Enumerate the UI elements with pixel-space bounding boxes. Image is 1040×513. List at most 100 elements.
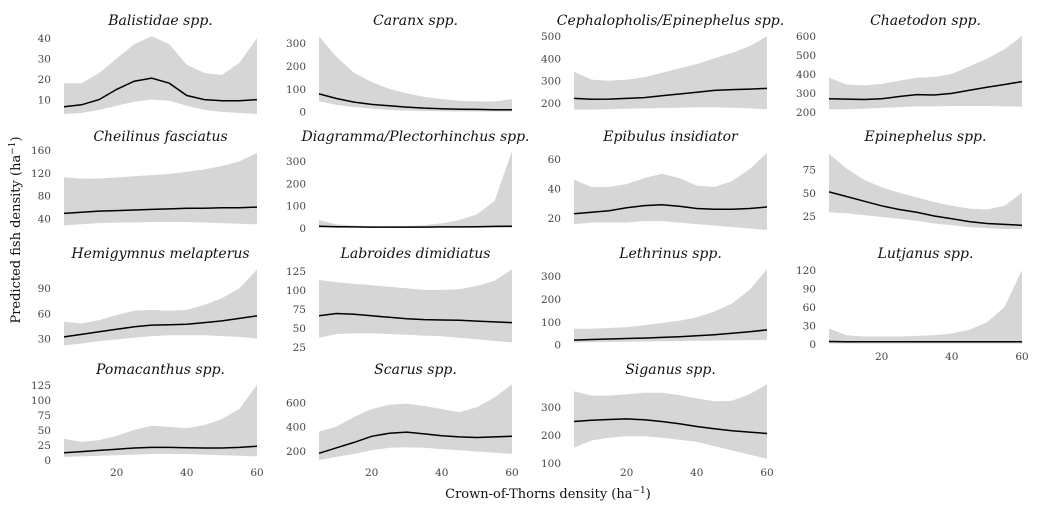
chart-panel: Labroides dimidiatus 25 50 75 100 125 bbox=[286, 246, 513, 354]
y-tick-label: 90 bbox=[38, 283, 51, 295]
fitted-line bbox=[318, 312, 513, 324]
fitted-line bbox=[63, 445, 258, 454]
y-tick-label: 75 bbox=[293, 304, 306, 316]
x-tick-label: 40 bbox=[690, 467, 703, 479]
y-axis-title: Predicted fish density (ha−1) bbox=[8, 136, 24, 323]
panel-title: Diagramma/Plectorhinchus spp. bbox=[300, 129, 529, 145]
y-tick-label: 100 bbox=[31, 395, 51, 407]
panel-title: Pomacanthus spp. bbox=[95, 362, 225, 378]
chart-panel: Lutjanus spp. 0 30 60 90 120 20 40 60 bbox=[796, 246, 1029, 363]
chart-panel: Balistidae spp. 10 20 30 40 bbox=[38, 13, 258, 114]
y-tick-label: 20 bbox=[38, 74, 51, 86]
fitted-line bbox=[318, 93, 512, 111]
panel-title: Epinephelus spp. bbox=[864, 129, 987, 145]
chart-panel: Cephalopholis/Epinephelus spp. 200 300 400 5… bbox=[541, 13, 784, 110]
y-tick-label: 0 bbox=[554, 340, 561, 352]
y-tick-label: 300 bbox=[286, 156, 306, 168]
chart-panel: Diagramma/Plectorhinchus spp. 0 100 200 300 bbox=[286, 129, 530, 235]
panel-title: Siganus spp. bbox=[625, 362, 716, 378]
x-tick-label: 40 bbox=[435, 467, 448, 479]
y-tick-label: 20 bbox=[548, 213, 561, 225]
y-tick-label: 400 bbox=[796, 69, 816, 81]
y-tick-label: 0 bbox=[44, 455, 51, 467]
y-tick-label: 500 bbox=[541, 31, 561, 43]
x-tick-label: 40 bbox=[945, 351, 958, 363]
fitted-line bbox=[63, 315, 258, 338]
fitted-line bbox=[828, 191, 1023, 227]
y-tick-label: 25 bbox=[803, 211, 816, 223]
confidence-band bbox=[64, 269, 257, 346]
y-tick-label: 100 bbox=[541, 317, 561, 329]
y-tick-label: 100 bbox=[286, 201, 306, 213]
confidence-band bbox=[574, 269, 767, 343]
fitted-line bbox=[63, 77, 258, 108]
panel-title: Labroides dimidiatus bbox=[340, 246, 491, 262]
y-tick-label: 200 bbox=[286, 178, 306, 190]
panel-title: Scarus spp. bbox=[374, 362, 457, 378]
y-tick-label: 200 bbox=[541, 294, 561, 306]
x-tick-label: 20 bbox=[110, 467, 123, 479]
y-tick-label: 0 bbox=[299, 223, 306, 235]
chart-panel: Hemigymnus melapterus 30 60 90 bbox=[38, 246, 258, 346]
y-tick-label: 300 bbox=[541, 76, 561, 88]
chart-panel: Siganus spp. 100 200 300 20 40 60 bbox=[541, 362, 774, 479]
y-tick-label: 60 bbox=[548, 154, 561, 166]
y-tick-label: 40 bbox=[548, 184, 561, 196]
panel-title: Balistidae spp. bbox=[107, 13, 212, 29]
y-tick-label: 125 bbox=[31, 380, 51, 392]
panel-title: Chaetodon spp. bbox=[870, 13, 981, 29]
chart-panels: Balistidae spp. 10 20 30 40 Caranx spp. 0 100 20… bbox=[31, 13, 1029, 479]
y-tick-label: 75 bbox=[803, 165, 816, 177]
y-tick-label: 100 bbox=[286, 84, 306, 96]
confidence-band bbox=[829, 270, 1022, 344]
confidence-band bbox=[64, 36, 257, 114]
panel-title: Lutjanus spp. bbox=[877, 246, 974, 262]
x-axis-title: Crown-of-Thorns density (ha−1) bbox=[445, 486, 651, 502]
y-tick-label: 30 bbox=[38, 54, 51, 66]
x-tick-label: 20 bbox=[365, 467, 378, 479]
y-tick-label: 50 bbox=[293, 323, 306, 335]
y-tick-label: 0 bbox=[809, 339, 816, 351]
confidence-band bbox=[319, 384, 512, 460]
x-tick-label: 20 bbox=[620, 467, 633, 479]
chart-panel: Pomacanthus spp. 0 25 50 75 100 125 20 40 60 bbox=[31, 362, 264, 479]
fitted-line bbox=[63, 206, 258, 215]
x-tick-label: 60 bbox=[250, 467, 263, 479]
panel-title: Epibulus insidiator bbox=[602, 129, 739, 145]
chart-panel: Scarus spp. 200 400 600 20 40 60 bbox=[286, 362, 519, 479]
panel-title: Caranx spp. bbox=[373, 13, 458, 29]
confidence-band bbox=[319, 151, 512, 228]
confidence-band bbox=[64, 384, 257, 457]
y-tick-label: 40 bbox=[38, 214, 51, 226]
panel-title: Cephalopholis/Epinephelus spp. bbox=[557, 13, 784, 29]
x-tick-label: 40 bbox=[180, 467, 193, 479]
y-tick-label: 600 bbox=[796, 31, 816, 43]
y-tick-label: 90 bbox=[803, 284, 816, 296]
fitted-line bbox=[828, 80, 1023, 101]
y-tick-label: 50 bbox=[38, 425, 51, 437]
y-tick-label: 500 bbox=[796, 50, 816, 62]
y-tick-label: 300 bbox=[541, 271, 561, 283]
y-tick-label: 120 bbox=[31, 168, 51, 180]
x-tick-label: 60 bbox=[505, 467, 518, 479]
chart-panel: Epibulus insidiator 20 40 60 bbox=[548, 129, 768, 230]
y-tick-label: 200 bbox=[541, 98, 561, 110]
panel-title: Cheilinus fasciatus bbox=[93, 129, 227, 145]
y-tick-label: 400 bbox=[286, 422, 306, 434]
y-tick-label: 100 bbox=[286, 285, 306, 297]
y-tick-label: 300 bbox=[286, 38, 306, 50]
fitted-line bbox=[573, 329, 768, 341]
x-tick-label: 20 bbox=[875, 351, 888, 363]
y-tick-label: 125 bbox=[286, 266, 306, 278]
y-tick-label: 300 bbox=[796, 88, 816, 100]
y-tick-label: 60 bbox=[803, 302, 816, 314]
fitted-line bbox=[318, 225, 513, 228]
y-tick-label: 400 bbox=[541, 53, 561, 65]
y-tick-label: 80 bbox=[38, 191, 51, 203]
chart-panel: Chaetodon spp. 200 300 400 500 600 bbox=[796, 13, 1023, 119]
fitted-line bbox=[318, 431, 513, 455]
y-tick-label: 200 bbox=[541, 430, 561, 442]
confidence-band bbox=[829, 35, 1022, 110]
y-tick-label: 160 bbox=[31, 145, 51, 157]
